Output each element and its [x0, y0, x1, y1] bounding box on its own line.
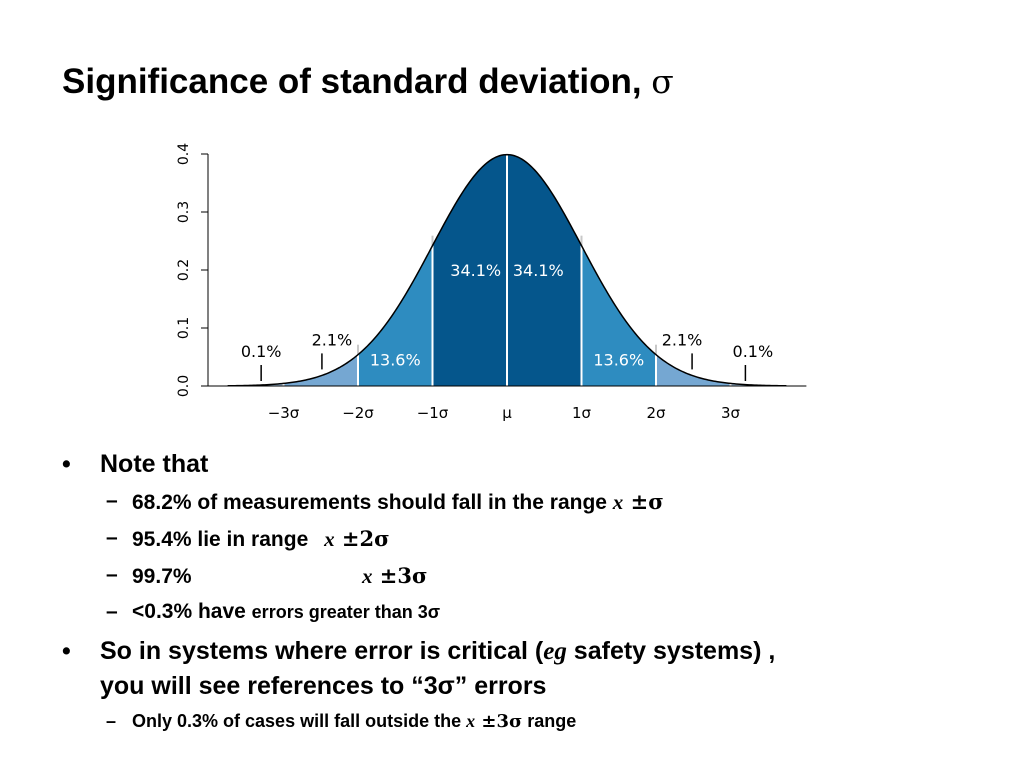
- band-label-0: 2.1%: [312, 330, 353, 349]
- sub-bullet-text: 99.7% x ±3σ: [132, 563, 428, 589]
- title-text: Significance of standard deviation,: [62, 62, 652, 101]
- x-tick-label-3: μ: [502, 404, 512, 422]
- x-bar-symbol: x: [324, 527, 335, 551]
- x-tick-label-2: −1σ: [417, 404, 449, 422]
- x-tick-label-6: 3σ: [721, 404, 741, 422]
- pm-2sigma: ±2σ: [334, 526, 390, 551]
- slide-title: Significance of standard deviation, σ: [62, 62, 674, 102]
- title-sigma-symbol: σ: [651, 62, 674, 101]
- band-label-5: 2.1%: [662, 330, 703, 349]
- sub-bullet-text: 68.2% of measurements should fall in the…: [132, 489, 664, 515]
- bullet-mark: •: [62, 637, 71, 665]
- x-tick-label-4: 1σ: [572, 404, 592, 422]
- tail-right: [730, 383, 787, 386]
- x-tick-label-1: −2σ: [342, 404, 374, 422]
- text-safety: safety systems) ,: [566, 637, 776, 665]
- text-03: <0.3% have: [132, 600, 252, 623]
- x-bar-symbol: x: [612, 490, 624, 514]
- dash-mark: –: [106, 711, 117, 731]
- text-only: Only 0.3% of cases will fall outside the: [132, 711, 467, 731]
- y-tick-label-2: 0.2: [176, 259, 192, 281]
- sub-bullet-text: <0.3% have errors greater than 3σ: [132, 600, 440, 624]
- y-tick-label-1: 0.1: [176, 317, 192, 339]
- band-0: [283, 354, 358, 386]
- tail-label-right: 0.1%: [733, 342, 774, 361]
- dash-mark: –: [106, 600, 118, 623]
- normal-distribution-chart: 0.0 0.1 0.2 0.3 0.4 −3σ −2σ −1σ μ 1σ 2σ 3σ 2.1% 13.6%…: [176, 143, 807, 422]
- dash-mark: –: [106, 563, 118, 586]
- band-label-3: 34.1%: [513, 261, 564, 280]
- density-curve: [227, 153, 787, 387]
- eg-text: eg: [543, 638, 567, 665]
- dash-mark: –: [106, 526, 118, 549]
- band-label-4: 13.6%: [593, 351, 644, 370]
- x-bar-symbol: x: [466, 711, 476, 731]
- y-tick-label-3: 0.3: [176, 201, 192, 223]
- text-68: 68.2% of measurements should fall in the…: [132, 491, 613, 514]
- bullet-text: Note that: [100, 450, 209, 478]
- bullet-mark: •: [62, 450, 71, 478]
- x-tick-label-0: −3σ: [268, 404, 300, 422]
- dash-mark: –: [106, 489, 118, 512]
- text-95: 95.4% lie in range: [132, 528, 315, 551]
- band-label-2: 34.1%: [450, 261, 501, 280]
- bullet-text: So in systems where error is critical (e…: [100, 637, 775, 666]
- band-5: [656, 354, 731, 386]
- y-tick-label-0: 0.0: [176, 375, 192, 397]
- band-label-1: 13.6%: [370, 351, 421, 370]
- bullet-text-line2: you will see references to “3σ” errors: [100, 672, 547, 700]
- sub-bullet-text: 95.4% lie in range x ±2σ: [132, 526, 390, 552]
- sub-bullet-text: Only 0.3% of cases will fall outside the…: [132, 711, 576, 732]
- tail-left: [227, 383, 284, 386]
- pm-3sigma: ±3σ: [372, 563, 428, 588]
- tail-label-left: 0.1%: [241, 342, 282, 361]
- text-99: 99.7%: [132, 565, 192, 588]
- text-errors-greater: errors greater than 3σ: [251, 602, 441, 622]
- text-so-in: So in systems where error is critical (: [100, 637, 544, 665]
- pm-sigma: ±σ: [623, 489, 664, 514]
- text-range: range: [522, 711, 577, 731]
- pm-3sigma: ±3σ: [475, 711, 523, 732]
- y-tick-label-4: 0.4: [176, 143, 192, 165]
- x-bar-symbol: x: [362, 564, 373, 588]
- x-tick-label-5: 2σ: [646, 404, 666, 422]
